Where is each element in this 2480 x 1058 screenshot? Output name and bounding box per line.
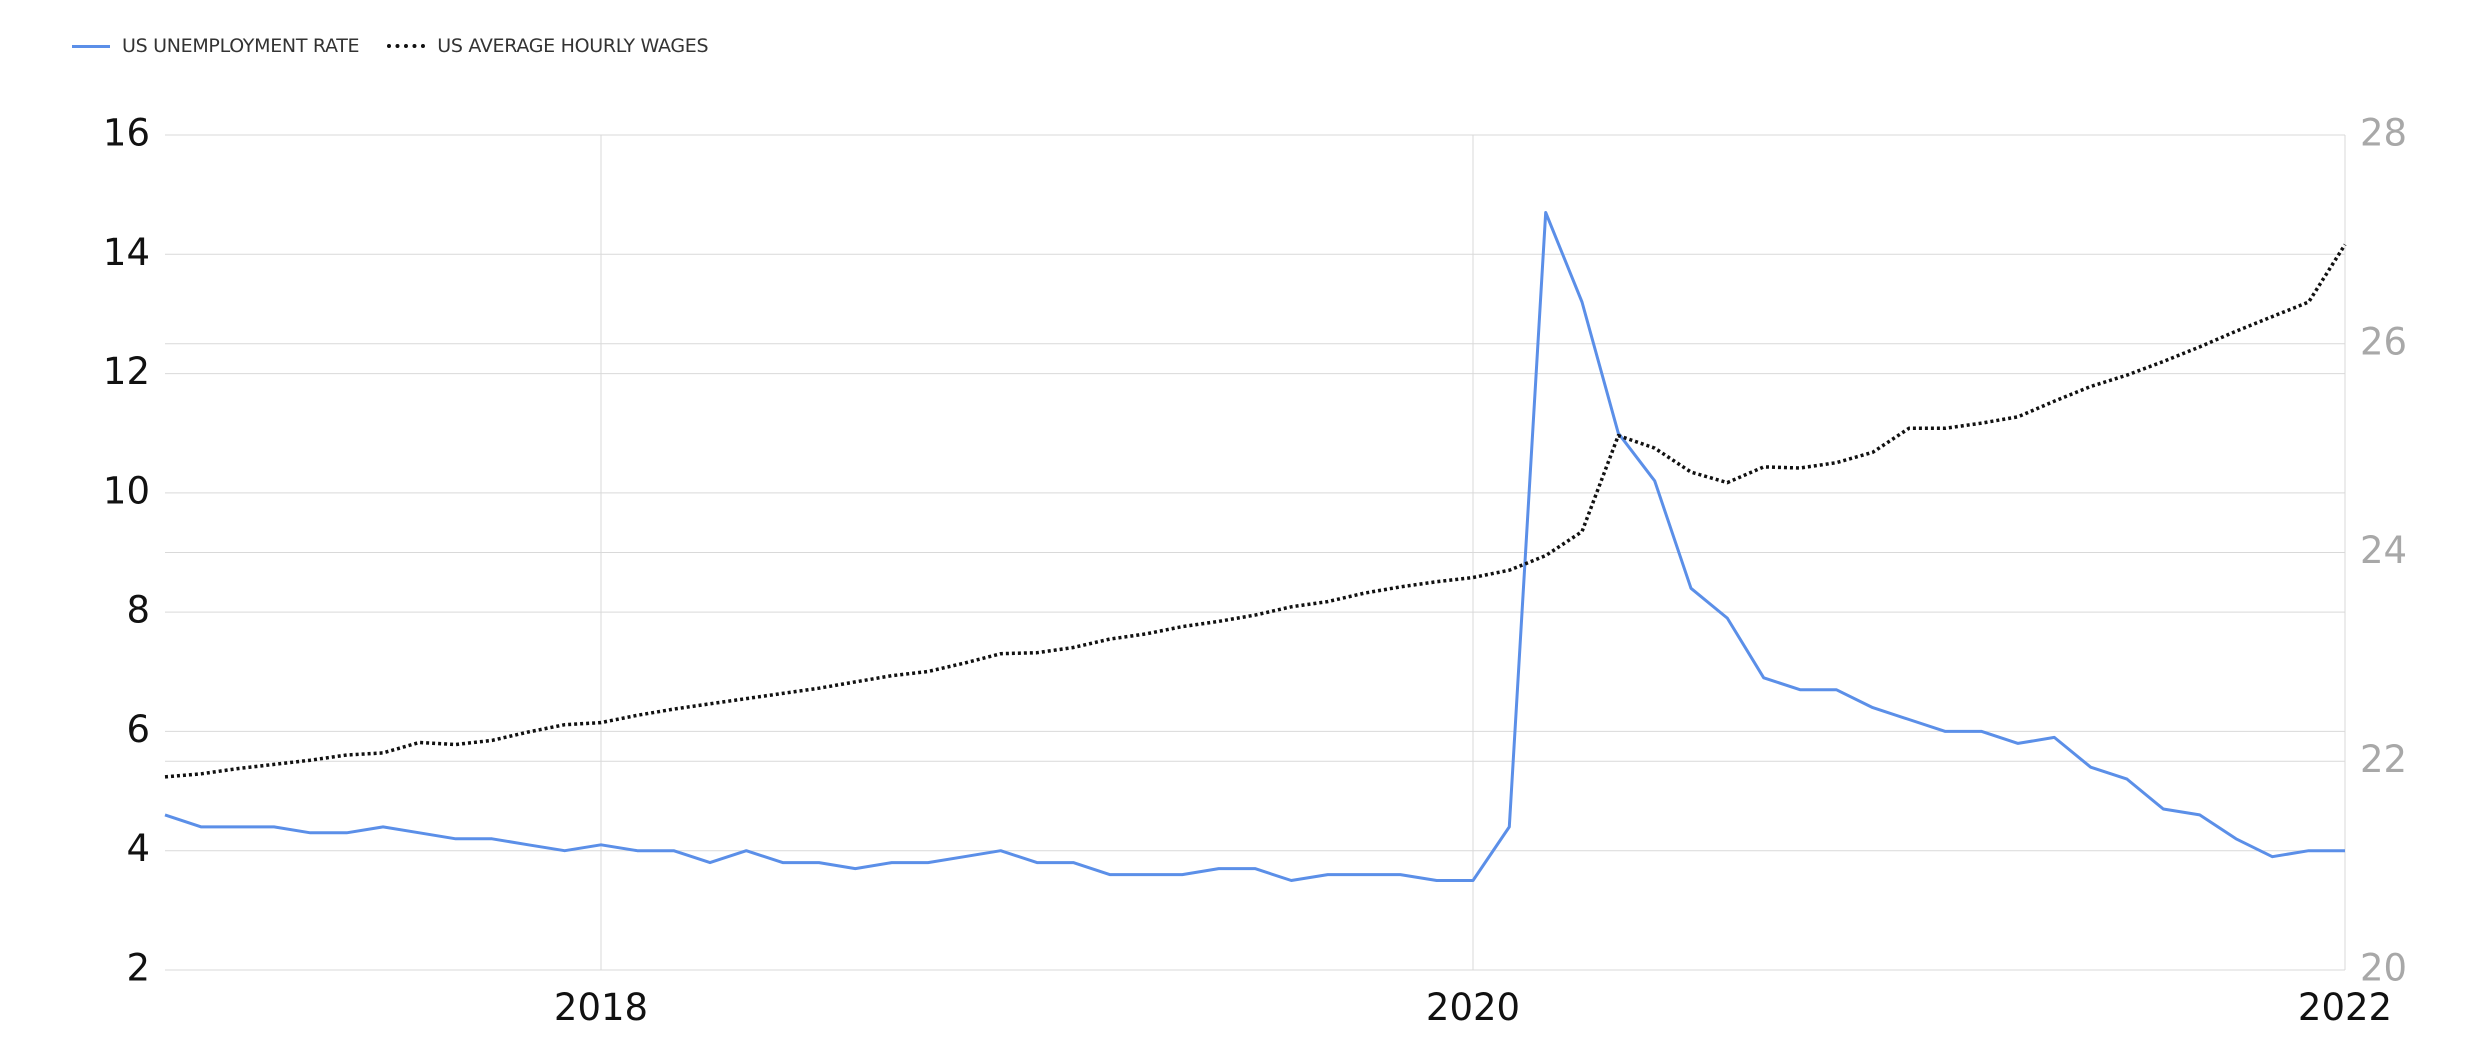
x-tick-label: 2020	[1426, 986, 1520, 1029]
y-left-tick-label: 6	[126, 708, 150, 751]
legend-item-unemployment[interactable]: US UNEMPLOYMENT RATE	[72, 35, 360, 57]
y-left-tick-label: 2	[126, 947, 150, 990]
chart-legend: US UNEMPLOYMENT RATE US AVERAGE HOURLY W…	[72, 32, 709, 60]
y-right-tick-label: 26	[2360, 320, 2407, 363]
y-left-tick-label: 14	[103, 231, 150, 274]
y-left-tick-label: 4	[126, 827, 150, 870]
y-right-tick-label: 24	[2360, 529, 2407, 572]
x-tick-label: 2018	[554, 986, 648, 1029]
y-left-tick-label: 8	[126, 589, 150, 632]
legend-label-unemployment: US UNEMPLOYMENT RATE	[122, 35, 360, 57]
legend-item-wages[interactable]: US AVERAGE HOURLY WAGES	[387, 35, 709, 57]
y-left-tick-label: 16	[103, 112, 150, 155]
x-tick-label: 2022	[2298, 986, 2392, 1029]
y-right-tick-label: 28	[2360, 112, 2407, 155]
y-right-tick-label: 22	[2360, 738, 2407, 781]
legend-swatch-solid-line	[72, 44, 110, 48]
y-left-tick-label: 12	[103, 350, 150, 393]
series-line-wages	[164, 243, 2347, 779]
y-right-tick-label: 20	[2360, 947, 2407, 990]
y-left-tick-label: 10	[103, 469, 150, 512]
series-line-unemployment	[164, 211, 2345, 882]
legend-label-wages: US AVERAGE HOURLY WAGES	[437, 35, 709, 57]
legend-swatch-dotted-line	[387, 44, 426, 48]
